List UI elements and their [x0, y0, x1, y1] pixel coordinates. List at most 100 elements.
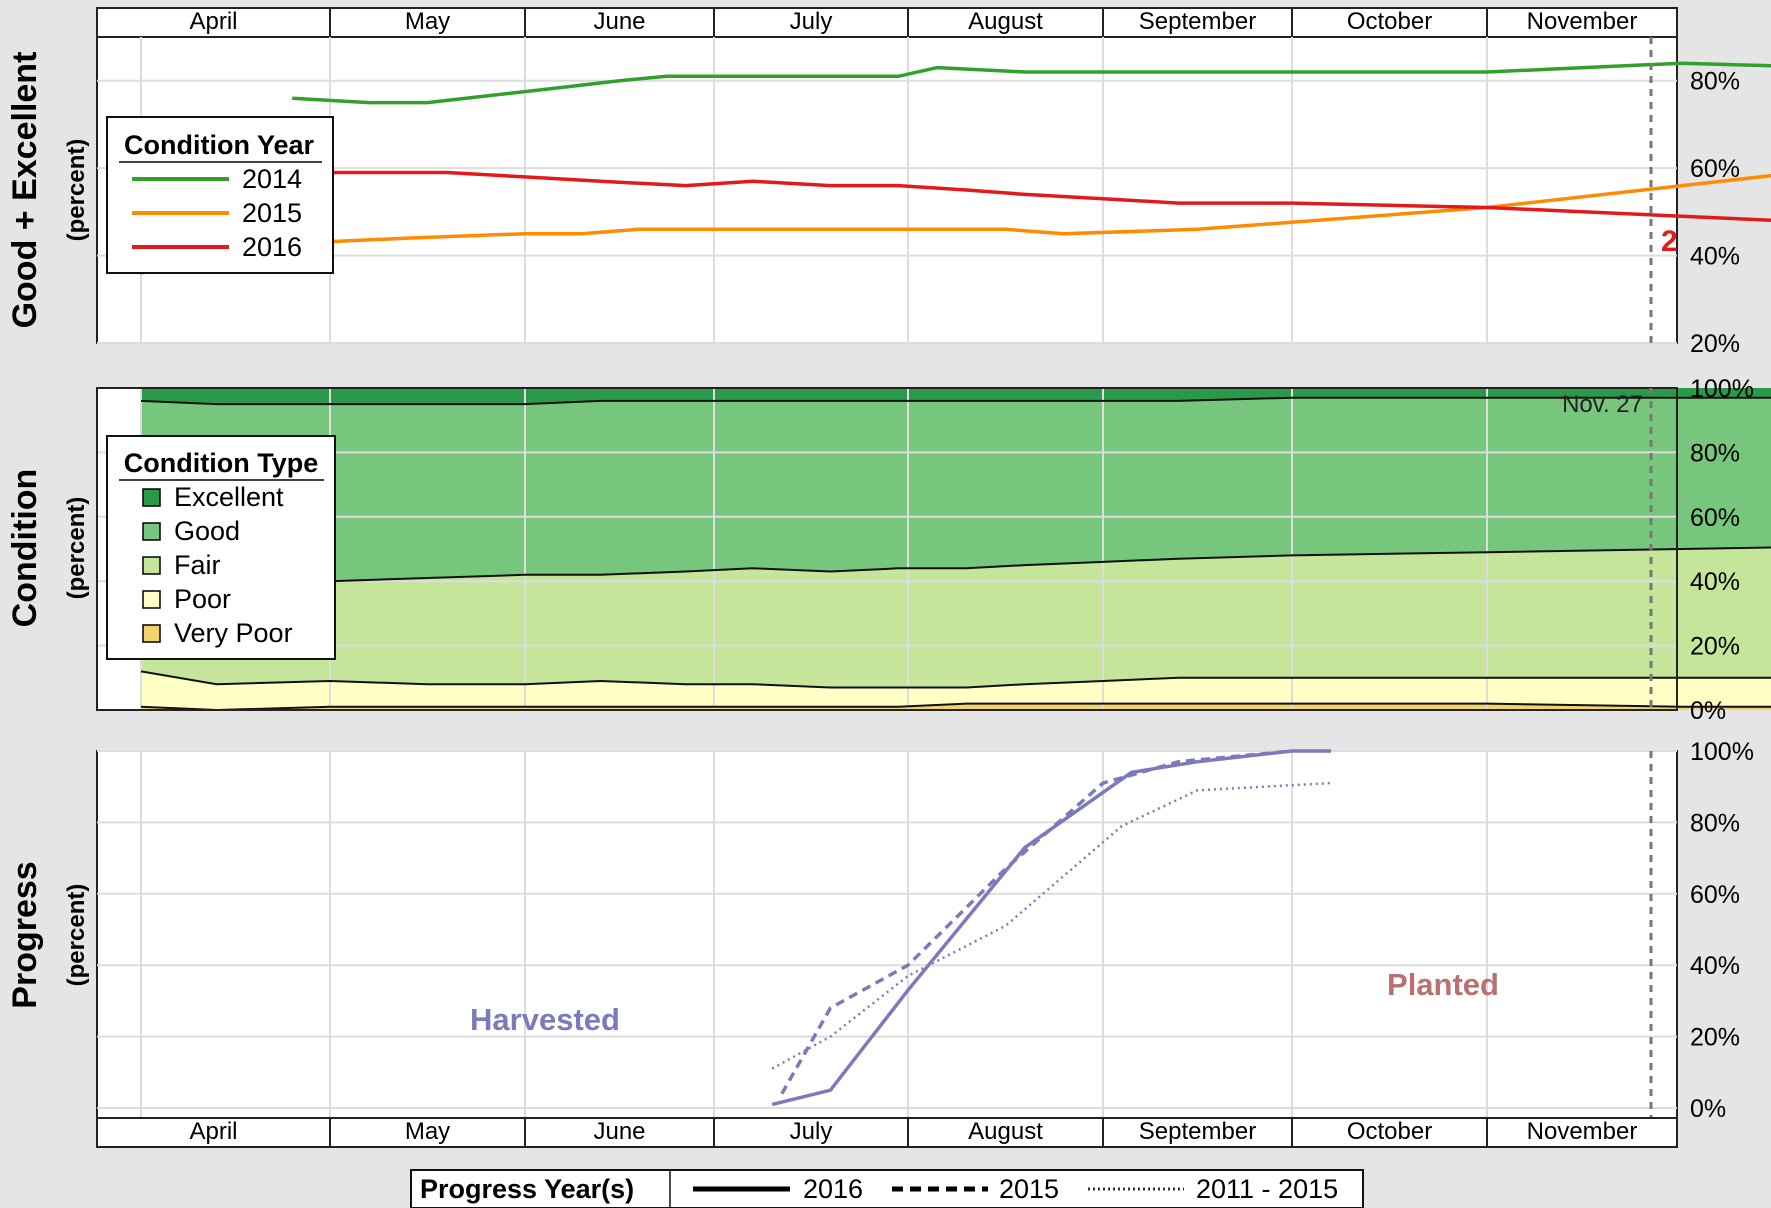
panel-frame [96, 387, 1678, 711]
legend: Condition Year 2014 2015 2016 [106, 116, 334, 274]
month-label-september: September [1139, 8, 1256, 35]
legend: Condition Type Excellent Good Fair Poor … [106, 435, 336, 660]
y-axis-title: Progress [6, 861, 44, 1008]
y-tick-label: 80% [1690, 68, 1740, 96]
y-tick-label: 80% [1690, 809, 1740, 837]
area-excellent [141, 388, 1771, 405]
end-label-2016: 2 [1661, 225, 1678, 258]
legend-swatch-excellent [142, 488, 161, 507]
y-axis-title: Condition [6, 469, 44, 628]
y-axis-ticks: 20% 40% 60% 80% [1690, 68, 1740, 358]
month-label-july: July [790, 8, 833, 35]
progress-lines [771, 749, 1332, 1107]
harvested-line-dotted [771, 781, 1332, 1070]
panel-background [96, 750, 1678, 1119]
month-label-april: April [189, 8, 237, 35]
y-tick-label: 100% [1690, 375, 1754, 403]
series-line-2016 [140, 170, 1771, 222]
month-label-august: August [968, 1118, 1043, 1145]
condition-panel: Nov. 27 0% 20% 40% 60% 80% 100% Condition (pe… [6, 375, 1771, 725]
month-label-may: May [405, 8, 450, 35]
grid [97, 37, 1677, 344]
condition-areas [141, 388, 1771, 710]
legend-label-fair: Fair [174, 550, 221, 580]
legend-box [410, 1169, 1364, 1208]
y-tick-label: 0% [1690, 697, 1726, 725]
strip-background [96, 7, 1678, 38]
month-strip-bottom: April May June July August September October No… [96, 1117, 1678, 1148]
y-tick-label: 100% [1690, 738, 1754, 766]
legend-label-very-poor: Very Poor [174, 618, 293, 648]
legend-swatch-good [142, 522, 161, 541]
y-tick-label: 60% [1690, 504, 1740, 532]
series-line-2015 [140, 173, 1771, 275]
series-line-2014 [292, 61, 1771, 105]
month-label-august: August [968, 8, 1043, 35]
boundary-good [140, 396, 1771, 406]
month-strip-top: April May June July August September October No… [96, 7, 1678, 38]
y-tick-label: 20% [1690, 1024, 1740, 1052]
progress-legend: Progress Year(s) 2016 2015 2011 - 2015 [410, 1169, 1364, 1208]
legend-label-2016: 2016 [242, 232, 302, 262]
legend-label-2015: 2015 [999, 1174, 1059, 1204]
month-label-june: June [593, 8, 645, 35]
legend-box [106, 435, 336, 660]
series-lines [140, 61, 1771, 275]
boundary-poor [140, 670, 1771, 689]
legend-label-2011-2015: 2011 - 2015 [1196, 1174, 1338, 1204]
y-tick-label: 40% [1690, 568, 1740, 596]
legend-label-2014: 2014 [242, 164, 302, 194]
legend-title: Condition Type [124, 448, 318, 478]
legend-swatch-very-poor [142, 624, 161, 643]
area-good [141, 397, 1771, 582]
strip-background [96, 1117, 1678, 1148]
legend-label-poor: Poor [174, 584, 231, 614]
legend-title: Condition Year [124, 130, 315, 160]
y-tick-label: 20% [1690, 633, 1740, 661]
legend-swatch-fair [142, 556, 161, 575]
legend-title: Progress Year(s) [420, 1174, 634, 1204]
month-label-november: November [1527, 8, 1638, 35]
grid [97, 750, 1677, 1118]
harvested-line-dashed [780, 749, 1293, 1095]
month-label-may: May [405, 1118, 450, 1145]
y-axis-ticks: 0% 20% 40% 60% 80% 100% [1690, 738, 1754, 1123]
y-tick-label: 40% [1690, 243, 1740, 271]
y-axis-subtitle: (percent) [63, 497, 90, 600]
month-label-september: September [1139, 1118, 1256, 1145]
legend-label-2016: 2016 [803, 1174, 863, 1204]
y-tick-label: 40% [1690, 952, 1740, 980]
legend-label-2015: 2015 [242, 198, 302, 228]
area-very-poor [141, 703, 1771, 710]
progress-panel: Harvested Planted 0% 20% 40% 60% 80% 100% Pro… [6, 738, 1754, 1123]
boundary-fair [140, 546, 1771, 583]
boundary-very-poor [140, 702, 1771, 712]
y-tick-label: 80% [1690, 439, 1740, 467]
y-tick-label: 60% [1690, 881, 1740, 909]
area-poor [141, 671, 1771, 710]
good-excellent-panel: 2 20% 40% 60% 80% Good + Excellent (percent… [6, 36, 1771, 358]
y-axis-subtitle: (percent) [63, 884, 90, 987]
y-axis-title: Good + Excellent [6, 52, 44, 329]
area-fair [141, 547, 1771, 688]
y-axis-subtitle: (percent) [63, 139, 90, 242]
month-label-november: November [1527, 1118, 1638, 1145]
y-axis-ticks: 0% 20% 40% 60% 80% 100% [1690, 375, 1754, 725]
y-tick-label: 0% [1690, 1095, 1726, 1123]
panel-background [96, 36, 1678, 344]
month-label-october: October [1347, 1118, 1432, 1145]
month-label-june: June [593, 1118, 645, 1145]
month-label-april: April [189, 1118, 237, 1145]
legend-label-good: Good [174, 516, 240, 546]
legend-swatch-poor [142, 590, 161, 609]
planted-label: Planted [1387, 967, 1499, 1002]
date-annotation: Nov. 27 [1562, 391, 1643, 418]
area-boundaries [140, 396, 1771, 712]
month-label-october: October [1347, 8, 1432, 35]
harvested-label: Harvested [470, 1002, 620, 1037]
y-tick-label: 20% [1690, 330, 1740, 358]
legend-label-excellent: Excellent [174, 482, 284, 512]
y-tick-label: 60% [1690, 155, 1740, 183]
month-label-july: July [790, 1118, 833, 1145]
